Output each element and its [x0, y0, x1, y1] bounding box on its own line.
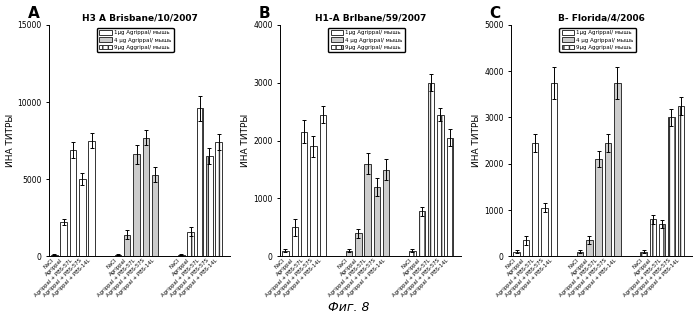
- Bar: [614, 83, 621, 256]
- Bar: [428, 83, 434, 256]
- Bar: [51, 255, 58, 256]
- Bar: [188, 232, 194, 256]
- Bar: [292, 228, 298, 256]
- Y-axis label: ИНА ТИТРЫ: ИНА ТИТРЫ: [6, 114, 15, 167]
- Text: A: A: [27, 6, 39, 21]
- Bar: [216, 142, 222, 256]
- Bar: [355, 233, 362, 256]
- Bar: [532, 143, 538, 256]
- Bar: [586, 240, 593, 256]
- Bar: [577, 252, 584, 256]
- Title: B- Florida/4/2006: B- Florida/4/2006: [558, 14, 646, 23]
- Bar: [346, 251, 352, 256]
- Bar: [640, 252, 647, 256]
- Bar: [668, 117, 675, 256]
- Bar: [551, 83, 557, 256]
- Bar: [437, 115, 444, 256]
- Title: H1-A Brlbane/59/2007: H1-A Brlbane/59/2007: [315, 14, 426, 23]
- Bar: [301, 132, 307, 256]
- Bar: [678, 106, 684, 256]
- Bar: [383, 170, 389, 256]
- Bar: [70, 150, 76, 256]
- Bar: [79, 179, 86, 256]
- Bar: [282, 251, 289, 256]
- Text: Фиг. 8: Фиг. 8: [328, 301, 370, 313]
- Bar: [364, 164, 371, 256]
- Bar: [206, 156, 213, 256]
- Bar: [178, 255, 184, 256]
- Text: B: B: [258, 6, 270, 21]
- Title: H3 A Brisbane/10/2007: H3 A Brisbane/10/2007: [82, 14, 198, 23]
- Bar: [197, 108, 203, 256]
- Text: C: C: [490, 6, 500, 21]
- Bar: [310, 146, 317, 256]
- Bar: [419, 211, 425, 256]
- Bar: [595, 159, 602, 256]
- Legend: 1µg Agrippal/ мышь, 4 µg Agrippal/ мышь, 9µg Aggripal/ мышь: 1µg Agrippal/ мышь, 4 µg Agrippal/ мышь,…: [97, 28, 174, 52]
- Bar: [523, 240, 529, 256]
- Bar: [89, 141, 95, 256]
- Bar: [152, 175, 158, 256]
- Bar: [650, 219, 656, 256]
- Bar: [447, 138, 453, 256]
- Bar: [320, 115, 326, 256]
- Y-axis label: ИНА ТИТРЫ: ИНА ТИТРЫ: [473, 114, 482, 167]
- Bar: [124, 235, 131, 256]
- Bar: [61, 223, 67, 256]
- Bar: [142, 137, 149, 256]
- Legend: 1µg Agrippal/ мышь, 4 µg Agrippal/ мышь, 9µg Aggripal/ мышь: 1µg Agrippal/ мышь, 4 µg Agrippal/ мышь,…: [328, 28, 405, 52]
- Bar: [373, 187, 380, 256]
- Legend: 1µg Agrippal/ мышь, 4 µg Agrippal/ мышь, 9µg Aggripal/ мышь: 1µg Agrippal/ мышь, 4 µg Agrippal/ мышь,…: [559, 28, 636, 52]
- Bar: [409, 251, 416, 256]
- Bar: [133, 155, 140, 256]
- Bar: [542, 208, 548, 256]
- Bar: [513, 252, 520, 256]
- Bar: [114, 255, 121, 256]
- Bar: [604, 143, 611, 256]
- Y-axis label: ИНА ТИТРЫ: ИНА ТИТРЫ: [242, 114, 251, 167]
- Bar: [659, 224, 665, 256]
